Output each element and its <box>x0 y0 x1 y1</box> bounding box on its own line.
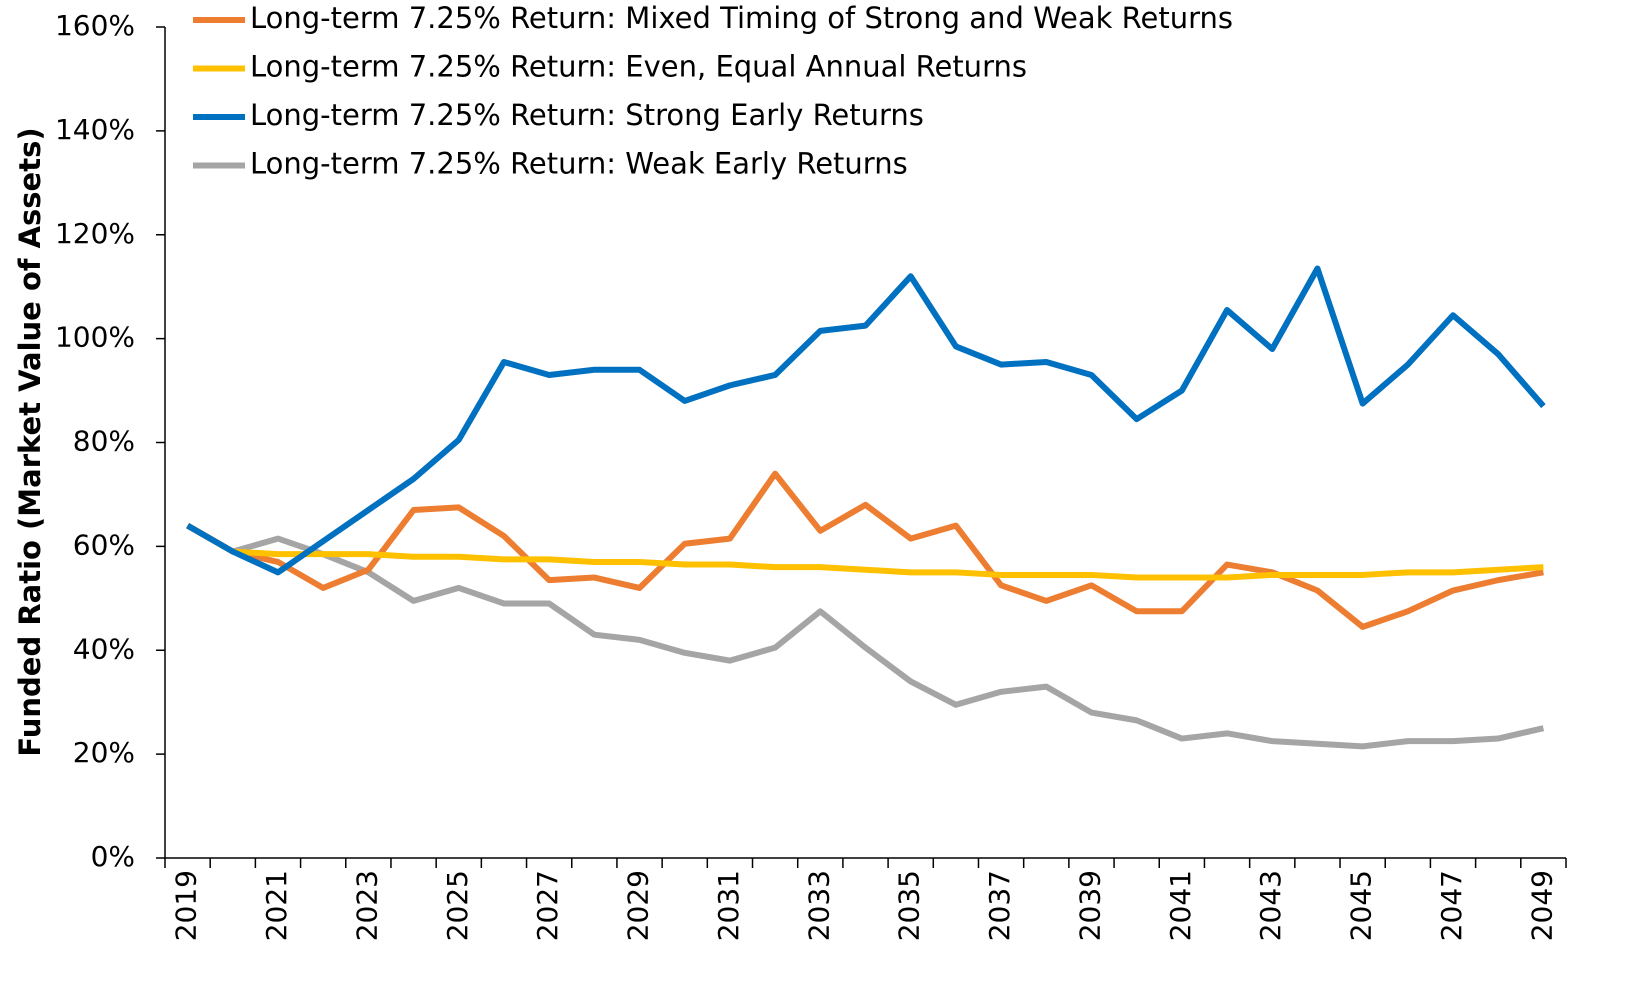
legend-label: Long-term 7.25% Return: Weak Early Retur… <box>250 147 908 181</box>
y-tick-label: 20% <box>73 736 135 769</box>
x-tick-label: 2037 <box>983 870 1016 941</box>
y-tick-label: 120% <box>55 217 135 250</box>
y-tick-label: 60% <box>73 528 135 561</box>
y-tick-label: 160% <box>55 9 135 42</box>
y-tick-label: 100% <box>55 321 135 354</box>
y-axis-label: Funded Ratio (Market Value of Assets) <box>13 127 47 756</box>
x-tick-label: 2019 <box>170 870 203 941</box>
x-tick-label: 2025 <box>441 870 474 941</box>
x-tick-label: 2023 <box>350 870 383 941</box>
x-tick-label: 2039 <box>1073 870 1106 941</box>
series-line <box>186 522 1544 581</box>
x-tick-label: 2041 <box>1164 870 1197 941</box>
y-tick-label: 140% <box>55 113 135 146</box>
x-tick-label: 2049 <box>1525 870 1558 941</box>
x-tick-label: 2029 <box>622 870 655 941</box>
series-line <box>186 470 1544 630</box>
y-tick-label: 40% <box>73 632 135 665</box>
legend-label: Long-term 7.25% Return: Mixed Timing of … <box>250 1 1233 35</box>
legend-label: Long-term 7.25% Return: Even, Equal Annu… <box>250 50 1027 84</box>
x-tick-label: 2047 <box>1435 870 1468 941</box>
x-tick-label: 2035 <box>893 870 926 941</box>
legend-label: Long-term 7.25% Return: Strong Early Ret… <box>250 98 924 132</box>
x-tick-label: 2027 <box>531 870 564 941</box>
series-line <box>186 265 1546 576</box>
y-tick-label: 0% <box>91 840 135 873</box>
x-tick-label: 2031 <box>712 870 745 941</box>
x-tick-label: 2021 <box>260 870 293 941</box>
series-line <box>186 522 1545 750</box>
x-tick-label: 2033 <box>802 870 835 941</box>
x-tick-label: 2045 <box>1345 870 1378 941</box>
y-tick-label: 80% <box>73 425 135 458</box>
x-tick-label: 2043 <box>1254 870 1287 941</box>
